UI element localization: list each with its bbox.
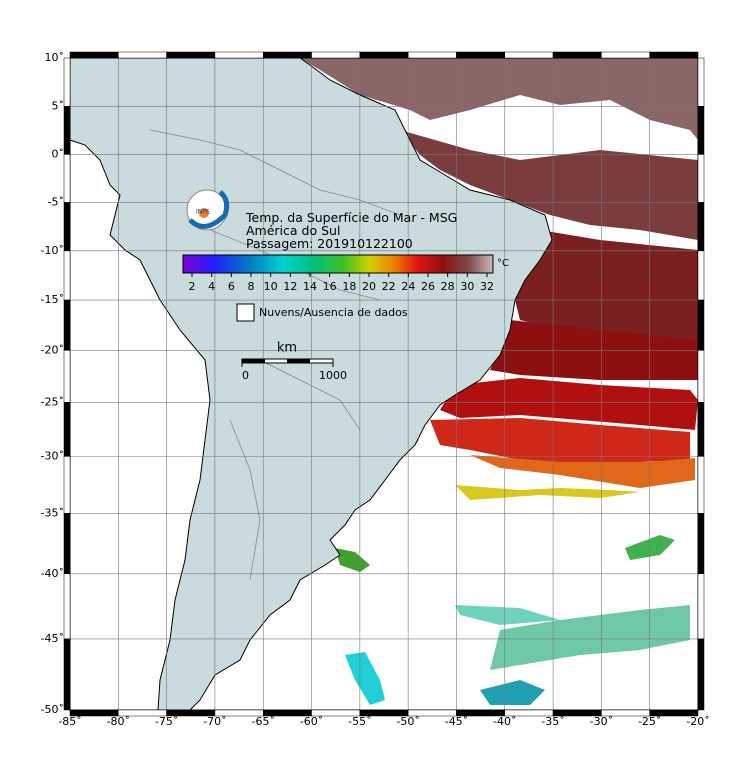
lat-tick-label: 5˚ [52,99,65,112]
pass-time: Passagem: 201910122100 [246,236,413,251]
lat-tick-label: -15˚ [41,293,64,306]
border-segment [63,638,71,711]
region: América do Sul [246,223,340,238]
colorbar-tick-label: 32 [480,280,494,293]
map-area [70,58,698,710]
lon-tick-label: -65˚ [251,715,274,728]
colorbar-tick-label: 30 [460,280,474,293]
border-segment [697,402,705,457]
border-segment [166,51,216,59]
border-segment [63,299,71,351]
lat-tick-label: -20˚ [41,343,64,356]
lat-tick-label: 10˚ [45,51,65,64]
lon-tick-label: -80˚ [107,715,130,728]
border-segment [214,51,264,59]
lon-tick-label: -70˚ [203,715,226,728]
colorbar-tick-label: 28 [441,280,455,293]
lat-tick-label: 0˚ [52,147,65,160]
border-segment [649,709,699,717]
lon-tick-label: -60˚ [300,715,323,728]
border-segment [63,402,71,457]
title: Temp. da Superfície do Mar - MSG [245,210,457,225]
border-segment [456,51,506,59]
colorbar-tick-label: 12 [283,280,297,293]
border-segment [407,51,457,59]
colorbar-unit: °C [497,258,509,269]
lat-tick-label: -5˚ [48,195,64,208]
border-segment [63,57,71,107]
border-segment [63,154,71,203]
border-segment [311,51,361,59]
colorbar-tick-label: 24 [401,280,415,293]
logo-text: INPE [196,209,210,216]
colorbar-ticks: 2 4 6 8 10 12 14 16 18 20 22 24 26 28 30 32 [189,273,494,293]
scale-unit: km [277,341,297,356]
border-segment [63,456,71,514]
colorbar-tick-label: 26 [421,280,435,293]
border-segment [649,51,699,59]
border-segment [63,106,71,155]
colorbar-tick-label: 16 [323,280,337,293]
border-segment [359,51,409,59]
border-segment [63,513,71,575]
border-segment [697,350,705,403]
border-segment [63,202,71,252]
border-segment [63,250,71,301]
scale-tick-label: 0 [242,369,249,382]
border-segment [697,638,705,711]
border-segment [504,51,554,59]
lat-tick-label: -35˚ [41,506,64,519]
lon-tick-label: -25˚ [638,715,661,728]
border-segment [262,51,312,59]
border-segment [697,456,705,514]
lat-tick-label: -40˚ [41,567,64,580]
border-segment [697,57,705,107]
border-segment [697,250,705,301]
lat-tick-label: -45˚ [41,632,64,645]
legend-label: Nuvens/Ausencia de dados [259,306,408,319]
border-segment [69,51,119,59]
border-segment [697,154,705,203]
scale-bar: 0 1000 [241,358,347,382]
border-segment [63,350,71,403]
legend-swatch [236,303,255,322]
frame-border [63,51,705,717]
border-segment [697,106,705,155]
border-segment [697,202,705,252]
border-segment [601,51,650,59]
border-segment [697,299,705,351]
colorbar-tick-label: 2 [189,280,196,293]
border-segment [697,573,705,640]
lon-tick-label: -85˚ [58,715,81,728]
colorbar-tick-label: 22 [382,280,396,293]
lon-tick-label: -50˚ [396,715,419,728]
border-segment [552,51,602,59]
lon-tick-label: -75˚ [155,715,178,728]
lon-tick-label: -35˚ [541,715,564,728]
colorbar-tick-label: 4 [208,280,215,293]
border-segment [118,51,167,59]
lon-tick-label: -40˚ [493,715,516,728]
lon-tick-label: -55˚ [348,715,371,728]
colorbar-tick-label: 18 [342,280,356,293]
lon-tick-label: -45˚ [445,715,468,728]
lat-tick-label: -50˚ [41,703,64,716]
colorbar-tick-label: 8 [248,280,255,293]
lon-tick-label: -30˚ [590,715,613,728]
lat-tick-label: -30˚ [41,449,64,462]
colorbar-tick-label: 10 [264,280,278,293]
scale-tick-label: 1000 [319,369,347,382]
colorbar-tick-label: 20 [362,280,376,293]
colorbar-tick-label: 6 [228,280,235,293]
lat-tick-label: -25˚ [41,395,64,408]
lat-tick-label: -10˚ [41,244,64,257]
border-segment [63,573,71,640]
lon-tick-label: -20˚ [686,715,709,728]
border-segment [697,513,705,575]
inpe-logo: INPE [186,189,230,231]
colorbar [182,254,494,274]
colorbar-tick-label: 14 [303,280,317,293]
